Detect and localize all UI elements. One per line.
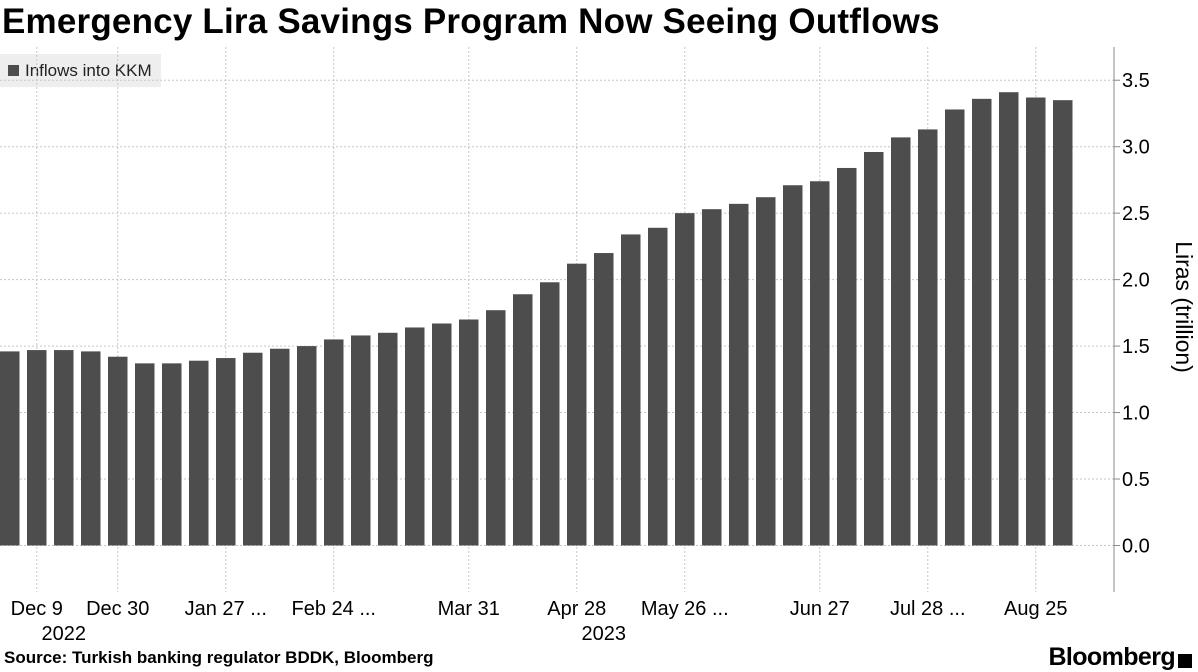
x-year-label: 2023 xyxy=(582,623,627,645)
bar xyxy=(243,352,263,546)
bar xyxy=(0,351,20,546)
bar xyxy=(54,350,74,546)
bar xyxy=(540,282,560,546)
bar xyxy=(405,327,425,546)
bar xyxy=(837,167,857,546)
bar xyxy=(918,129,938,546)
bar xyxy=(216,358,236,546)
bar xyxy=(648,227,668,546)
legend: Inflows into KKM xyxy=(0,54,161,87)
y-tick-label: 0.5 xyxy=(1122,469,1150,491)
bar xyxy=(567,263,587,546)
y-tick-label: 3.5 xyxy=(1122,70,1150,92)
bar xyxy=(270,348,290,546)
bar xyxy=(81,351,101,546)
bar xyxy=(459,319,479,546)
bar xyxy=(513,294,533,546)
x-tick-label: Dec 30 xyxy=(86,598,149,620)
bar xyxy=(729,203,749,546)
bar xyxy=(351,335,371,546)
bar xyxy=(864,152,884,546)
y-tick-label: 1.0 xyxy=(1122,403,1150,425)
bar xyxy=(432,323,452,546)
y-tick-label: 1.5 xyxy=(1122,336,1150,358)
y-tick-label: 2.0 xyxy=(1122,270,1150,292)
bar xyxy=(945,109,965,546)
bar xyxy=(27,350,47,546)
x-year-label: 2022 xyxy=(42,623,87,645)
x-tick-label: May 26 ... xyxy=(641,598,729,620)
y-tick-label: 2.5 xyxy=(1122,203,1150,225)
brand-logo: Bloomberg xyxy=(1048,643,1192,672)
y-axis-label: Liras (trillion) xyxy=(1171,241,1197,373)
bar xyxy=(891,137,911,546)
bar xyxy=(1053,100,1073,546)
bar xyxy=(675,213,695,546)
bar xyxy=(135,363,155,546)
x-tick-label: Aug 25 xyxy=(1004,598,1067,620)
bar xyxy=(162,363,182,546)
y-tick-label: 0.0 xyxy=(1122,535,1150,557)
bar xyxy=(486,310,506,546)
chart-title: Emergency Lira Savings Program Now Seein… xyxy=(2,2,940,41)
bar xyxy=(756,197,776,546)
x-tick-label: Feb 24 ... xyxy=(292,598,377,620)
x-tick-label: Jul 28 ... xyxy=(890,598,966,620)
bar xyxy=(1026,97,1046,546)
bar xyxy=(594,253,614,546)
bar xyxy=(324,339,344,546)
bloomberg-terminal-icon xyxy=(1178,653,1192,668)
bar xyxy=(378,332,398,546)
bar xyxy=(702,209,722,546)
bar xyxy=(297,346,317,546)
bar xyxy=(108,356,128,546)
bar xyxy=(621,234,641,546)
legend-label: Inflows into KKM xyxy=(25,60,152,80)
axis-layer: 0.0 0.5 1.0 1.5 2.0 2.5 3.0 3.5 Dec 9 Dec 30 Jan 2… xyxy=(11,47,1150,645)
x-tick-label: Apr 28 xyxy=(547,598,606,620)
brand-name: Bloomberg xyxy=(1048,643,1175,671)
legend-swatch xyxy=(8,65,19,76)
bar xyxy=(810,181,830,546)
bar xyxy=(189,360,209,546)
x-tick-label: Dec 9 xyxy=(11,598,63,620)
bar xyxy=(999,92,1019,546)
y-tick-label: 3.0 xyxy=(1122,137,1150,159)
x-tick-label: Mar 31 xyxy=(438,598,500,620)
x-tick-label: Jan 27 ... xyxy=(185,598,267,620)
bars-layer xyxy=(0,92,1073,546)
bar xyxy=(783,185,803,546)
x-tick-label: Jun 27 xyxy=(790,598,850,620)
source-note: Source: Turkish banking regulator BDDK, … xyxy=(4,648,434,667)
bar xyxy=(972,98,992,546)
